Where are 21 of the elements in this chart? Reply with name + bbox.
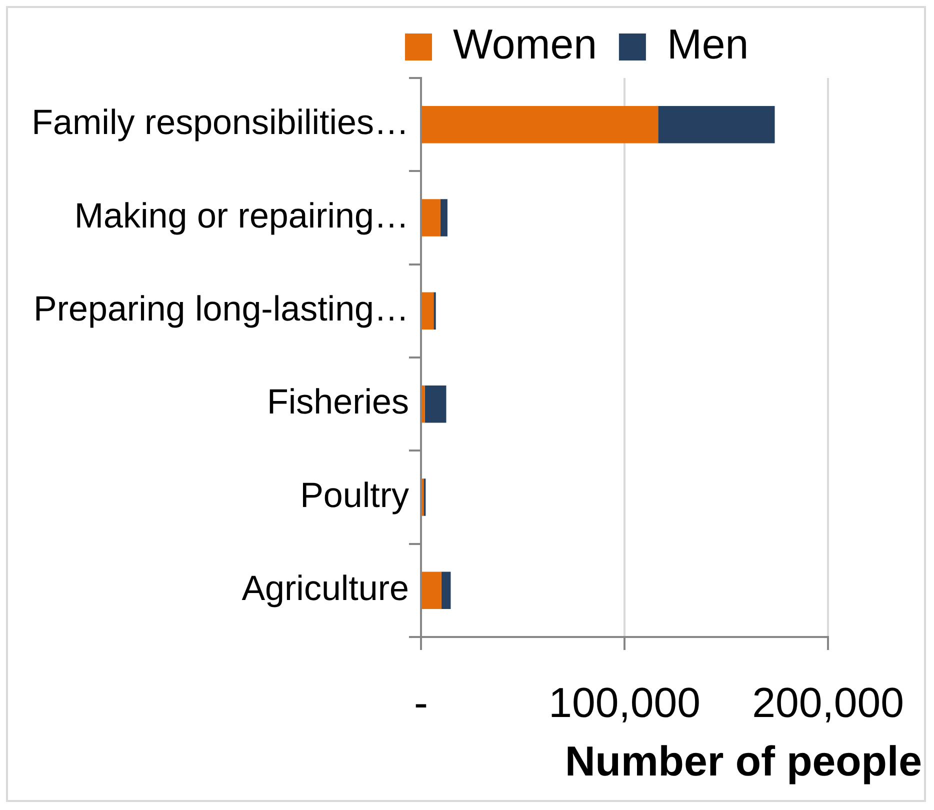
y-tick-label: Preparing long-lasting… [34,290,409,329]
x-tick-label: - [414,678,428,726]
bar [441,572,451,610]
y-tick-label: Family responsibilities… [32,103,409,142]
legend-label: Men [666,20,749,68]
y-tick-label: Agriculture [242,569,409,608]
bar [422,385,425,423]
bar [658,106,775,144]
bar [424,385,446,423]
y-tick-label: Making or repairing… [74,196,409,236]
bar [422,572,442,610]
bar [422,292,434,330]
bar [422,199,440,236]
bar [422,106,658,144]
legend-label: Women [453,20,597,68]
x-axis-title: Number of people [564,738,922,785]
x-tick-label: 100,000 [548,678,700,726]
y-tick-label: Poultry [300,476,410,515]
y-tick-label: Fisheries [267,382,409,422]
bar [440,199,448,236]
x-tick-label: 200,000 [752,678,904,726]
